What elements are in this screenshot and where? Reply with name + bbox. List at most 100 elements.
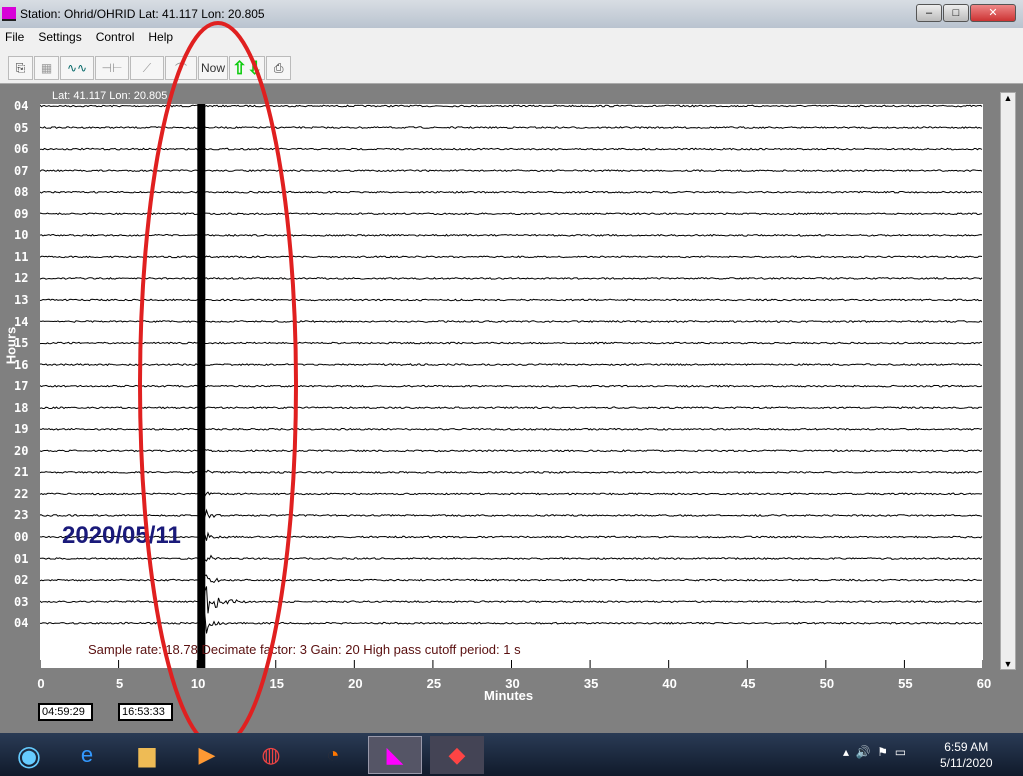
hour-label: 20: [14, 443, 29, 458]
trace-line: [39, 467, 983, 474]
menu-help[interactable]: Help: [148, 30, 174, 44]
tray-icons[interactable]: ▴ 🔊 ⚑ ▭: [843, 745, 907, 759]
maximize-button[interactable]: □: [943, 4, 969, 22]
ramp-icon[interactable]: ⟋: [130, 56, 164, 80]
trace-line: [39, 126, 982, 129]
now-button[interactable]: Now: [198, 56, 229, 80]
hour-label: 21: [14, 465, 29, 480]
menu-file[interactable]: File: [5, 30, 25, 44]
trace-line: [39, 190, 983, 194]
trace-line: [39, 147, 983, 151]
x-tick-label: 35: [583, 676, 599, 691]
seismic-traces: [39, 103, 984, 668]
print-icon[interactable]: ⎙: [266, 56, 292, 80]
hour-label: 10: [14, 228, 29, 243]
hour-label: 04: [14, 616, 29, 631]
x-tick-label: 55: [898, 676, 913, 691]
trace-line: [39, 485, 983, 498]
hour-label: 22: [14, 486, 29, 501]
minimize-button[interactable]: –: [916, 4, 942, 22]
hour-label: 13: [14, 292, 29, 307]
earthquake-signal: [197, 104, 206, 668]
hour-label: 14: [14, 314, 29, 329]
helicorder-plot[interactable]: [39, 103, 984, 668]
x-tick-label: 30: [505, 676, 520, 691]
trace-line: [39, 427, 983, 431]
x-tick-label: 5: [115, 676, 124, 691]
cursor-time-field: 16:53:33: [118, 703, 173, 721]
trace-line: [39, 276, 983, 280]
start-button[interactable]: ◉: [16, 739, 42, 771]
x-axis-label: Minutes: [484, 688, 534, 703]
hour-label: 17: [14, 379, 29, 394]
hour-label: 11: [14, 249, 29, 264]
station-coordinates: Lat: 41.117 Lon: 20.805: [52, 90, 168, 102]
date-label: 2020/05/11: [62, 522, 181, 549]
hour-label: 04: [14, 99, 29, 113]
hour-label: 16: [14, 357, 29, 372]
filter-icon[interactable]: ⊣⊢: [95, 56, 129, 80]
x-tick-label: 25: [426, 676, 442, 691]
hour-label: 07: [14, 163, 29, 178]
clock-time: 6:59 AM: [944, 740, 989, 754]
app-icon: [2, 7, 16, 21]
trace-line: [39, 363, 983, 367]
hour-label: 03: [14, 594, 29, 609]
waveform-icon[interactable]: ∿∿: [60, 56, 94, 80]
hour-label: 23: [14, 508, 29, 523]
trace-line: [39, 570, 983, 586]
hour-label: 15: [14, 336, 29, 351]
firefox-icon[interactable]: ◔: [326, 742, 340, 767]
vertical-scrollbar[interactable]: ▲ ▼: [1000, 92, 1016, 670]
toolbar: ⎘ ▦ ∿∿ ⊣⊢ ⟋ ⌒ Now ⇧⇩ ⎙: [0, 46, 1023, 84]
chrome-icon[interactable]: ◍: [261, 742, 281, 767]
acquisition-info: Sample rate: 18.78 Decimate factor: 3 Ga…: [88, 642, 521, 657]
hour-label: 09: [14, 206, 29, 221]
hour-label: 18: [14, 400, 29, 415]
scroll-up-arrow[interactable]: ▲: [1003, 93, 1013, 103]
trace-line: [39, 298, 983, 302]
hour-label: 08: [14, 185, 29, 200]
x-tick-label: 40: [662, 676, 677, 691]
menu-control[interactable]: Control: [95, 30, 135, 44]
hour-label: 12: [14, 271, 29, 286]
clock[interactable]: 6:59 AM 5/11/2020: [940, 739, 993, 771]
x-tick-label: 0: [37, 676, 45, 691]
trace-line: [39, 406, 983, 410]
trace-line: [39, 554, 983, 578]
seismograph-taskbar-icon[interactable]: ◣: [368, 736, 422, 774]
x-tick-label: 10: [190, 676, 206, 691]
menu-bar: File Settings Control Help: [0, 28, 1023, 46]
close-button[interactable]: ✕: [970, 4, 1016, 22]
internet-explorer-icon[interactable]: e: [80, 742, 94, 767]
scroll-down-arrow[interactable]: ▼: [1003, 659, 1013, 669]
trace-line: [39, 584, 983, 614]
open-icon[interactable]: ⎘: [8, 56, 33, 80]
trace-line: [39, 604, 983, 634]
trace-line: [39, 524, 983, 548]
trace-line: [39, 212, 983, 216]
trace-line: [39, 384, 983, 388]
x-tick-label: 15: [269, 676, 284, 691]
hour-label: 02: [14, 573, 29, 588]
x-tick-label: 50: [819, 676, 835, 691]
x-tick-label: 60: [976, 676, 992, 691]
trace-line: [39, 449, 983, 453]
hour-label: 00: [14, 530, 29, 544]
trace-line: [39, 508, 983, 531]
hour-label: 01: [14, 551, 29, 566]
hour-label: 05: [14, 120, 29, 135]
clock-date: 5/11/2020: [940, 756, 993, 770]
trace-line: [39, 169, 983, 173]
save-icon[interactable]: ▦: [34, 56, 59, 80]
hour-label: 06: [14, 142, 29, 157]
menu-settings[interactable]: Settings: [38, 30, 82, 44]
file-explorer-icon[interactable]: ▆: [138, 742, 156, 767]
trace-line: [39, 255, 983, 259]
media-player-icon[interactable]: ▶: [198, 742, 216, 767]
anydesk-icon[interactable]: ◆: [430, 736, 484, 774]
taskbar: ◉ e ▆ ▶ ◍ ◔ ◣ ◆ ▴ 🔊 ⚑ ▭ 6:59 AM 5/11/202…: [0, 733, 1023, 776]
trace-line: [39, 341, 982, 345]
title-bar: Station: Ohrid/OHRID Lat: 41.117 Lon: 20…: [0, 0, 1023, 28]
